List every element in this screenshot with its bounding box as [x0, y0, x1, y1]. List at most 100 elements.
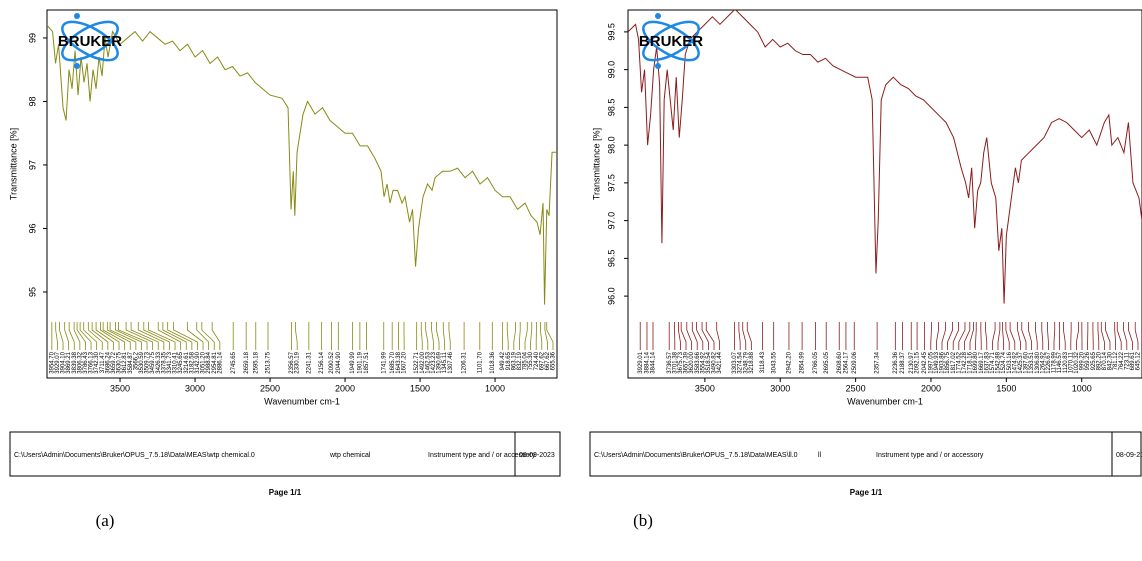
- peak-label: 3426.33: [156, 351, 162, 373]
- x-tick-label: 2000: [921, 383, 941, 393]
- y-tick-label: 99.0: [606, 61, 616, 79]
- peak-marker: [211, 322, 221, 350]
- peak-label: 3869.21: [66, 351, 72, 373]
- peak-label: 3583.66: [695, 351, 701, 373]
- logo-dot: [655, 13, 661, 19]
- peak-label: 3686.24: [105, 351, 111, 373]
- peak-label: 2509.06: [852, 351, 858, 373]
- x-tick-label: 2000: [335, 383, 355, 393]
- peak-label: 3954.70: [49, 351, 55, 373]
- peak-label: 1949.99: [350, 351, 356, 373]
- peak-marker: [1005, 322, 1010, 350]
- peak-marker: [746, 322, 752, 350]
- peak-label: 2042.45: [922, 351, 928, 373]
- plot-frame: [627, 9, 1142, 379]
- peak-label: 781.12: [1113, 351, 1119, 370]
- peak-label: 764.22: [1119, 351, 1125, 370]
- peak-label: 2886.14: [217, 351, 223, 373]
- peak-label: 1817.02: [951, 351, 957, 373]
- logo-orbit: [642, 20, 700, 62]
- peak-label: 1637.83: [984, 351, 990, 373]
- peak-label: 2564.17: [844, 351, 850, 373]
- peak-label: 1345.11: [442, 351, 448, 373]
- footer-sample: wtp chemical: [329, 452, 371, 459]
- peak-marker: [992, 322, 996, 350]
- peak-marker: [143, 322, 170, 350]
- peak-marker: [68, 322, 75, 350]
- peak-label: 3657.39: [684, 351, 690, 373]
- peak-label: 3675.73: [678, 351, 684, 373]
- footer-path: C:\Users\Admin\Documents\Bruker\OPUS_7.5…: [594, 452, 798, 459]
- peak-marker: [448, 322, 451, 350]
- peak-label: 3214.61: [184, 351, 190, 373]
- peak-marker: [1053, 322, 1056, 350]
- peak-marker: [941, 322, 946, 350]
- peak-marker: [148, 322, 176, 350]
- peak-label: 925.65: [1091, 351, 1097, 370]
- peak-marker: [530, 322, 533, 350]
- peak-marker: [930, 322, 932, 350]
- peak-label: 1120.83: [1063, 351, 1069, 373]
- x-tick-label: 2500: [260, 383, 280, 393]
- peak-marker: [1035, 322, 1038, 350]
- peak-marker: [1097, 322, 1100, 350]
- peak-marker: [162, 322, 187, 350]
- x-tick-label: 3500: [695, 383, 715, 393]
- peak-label: 785.04: [523, 351, 529, 370]
- peak-marker: [64, 322, 70, 350]
- peak-label: 2595.18: [253, 351, 259, 373]
- peak-label: 3248.79: [743, 351, 749, 373]
- peak-label: 3904.10: [61, 351, 67, 373]
- peak-marker: [1123, 322, 1128, 350]
- peak-marker: [1017, 322, 1021, 350]
- peak-label: 3659.72: [111, 351, 117, 373]
- peak-label: 1857.51: [364, 351, 370, 373]
- peak-marker: [109, 322, 137, 350]
- peak-label: 863.19: [511, 351, 517, 370]
- y-tick-label: 97.0: [606, 212, 616, 230]
- y-axis-label: Transmittance [%]: [591, 128, 601, 200]
- peak-label: 3341.73: [167, 351, 173, 373]
- peak-marker: [1105, 322, 1111, 350]
- peak-label: 832.19: [517, 351, 523, 370]
- peak-marker: [167, 322, 193, 350]
- peak-label: 2044.90: [336, 351, 342, 373]
- peak-label: 892.20: [1096, 351, 1102, 370]
- page-number: Page 1/1: [850, 488, 883, 497]
- peak-label: 1718.16: [968, 351, 974, 373]
- peak-label: 1901.19: [357, 351, 363, 373]
- peak-marker: [544, 322, 548, 350]
- peak-marker: [106, 322, 131, 350]
- y-tick-label: 95: [27, 287, 37, 297]
- peak-label: 3612.81: [122, 351, 128, 373]
- peak-label: 1643.38: [396, 351, 402, 373]
- peak-marker: [1047, 322, 1049, 350]
- peak-label: 1474.92: [1012, 351, 1018, 373]
- peak-label: 2988.84: [206, 351, 212, 373]
- peak-label: 870.14: [1102, 351, 1108, 370]
- x-tick-label: 1000: [485, 383, 505, 393]
- peak-marker: [1009, 322, 1016, 350]
- y-tick-label: 96.0: [606, 287, 616, 305]
- peak-marker: [1134, 322, 1139, 350]
- peak-marker: [95, 322, 114, 350]
- peak-label: 2659.18: [244, 351, 250, 373]
- peak-label: 3554.92: [700, 351, 706, 373]
- y-tick-label: 98.5: [606, 99, 616, 117]
- peak-label: 3929.01: [638, 351, 644, 373]
- peak-marker: [115, 322, 142, 350]
- peak-marker: [157, 322, 182, 350]
- y-tick-label: 98.0: [606, 136, 616, 154]
- spectrum-line: [628, 10, 1142, 304]
- peak-marker: [79, 322, 92, 350]
- peak-label: 1226.67: [1046, 351, 1052, 373]
- peak-label: 3218.88: [749, 351, 755, 373]
- peak-marker: [716, 322, 721, 350]
- peak-label: 3118.43: [760, 351, 766, 373]
- spectrum-line: [47, 24, 557, 305]
- peak-label: 1574.71: [990, 351, 996, 373]
- y-tick-label: 98: [27, 96, 37, 106]
- peak-marker: [83, 322, 98, 350]
- peak-marker: [738, 322, 741, 350]
